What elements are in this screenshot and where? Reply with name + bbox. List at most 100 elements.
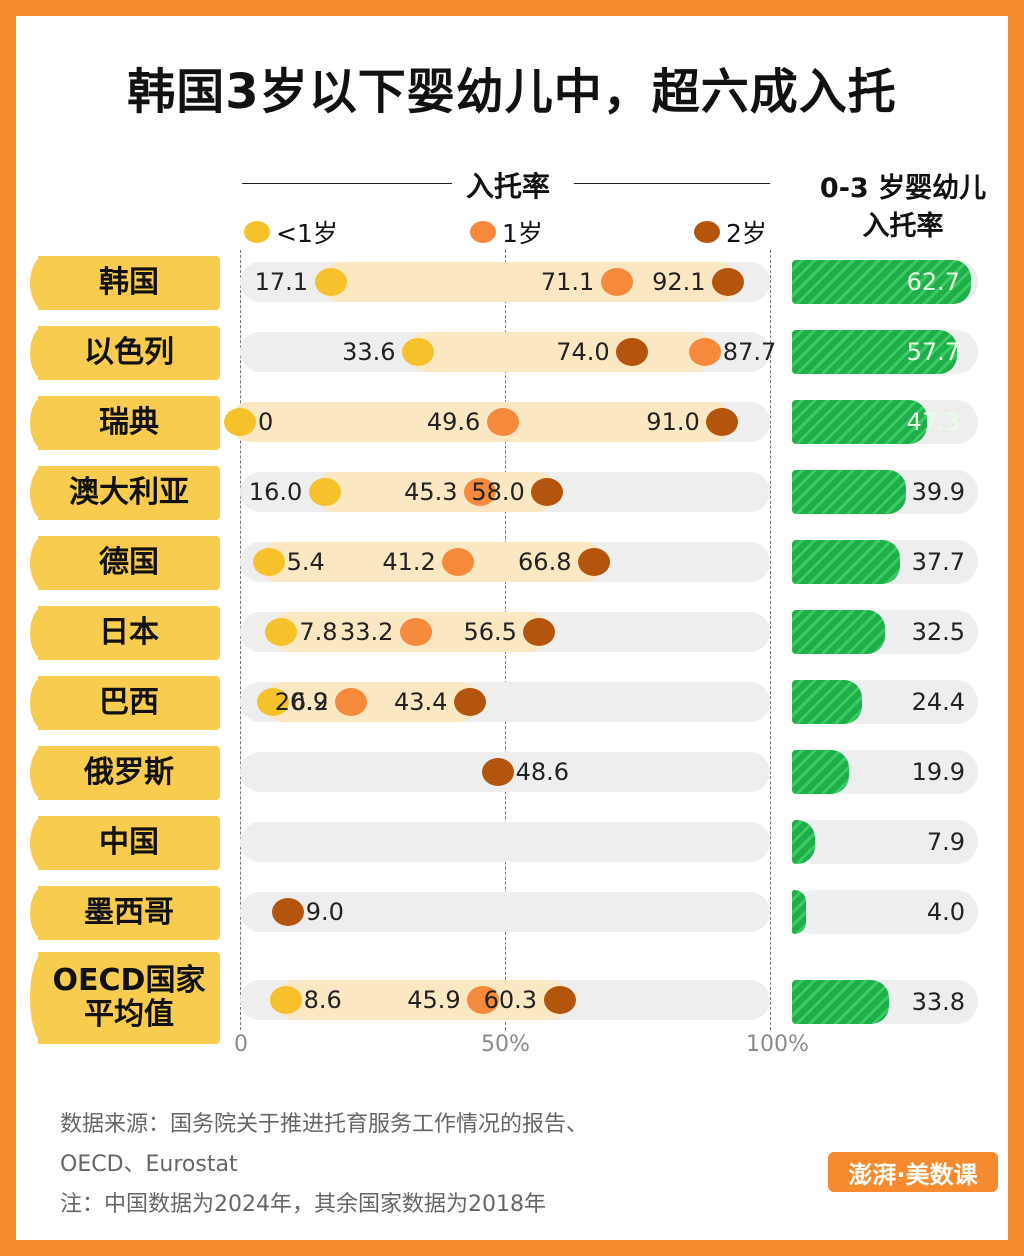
data-point bbox=[308, 478, 341, 506]
data-point bbox=[265, 618, 298, 646]
bar bbox=[792, 980, 889, 1024]
left-chart-header: 入托率 bbox=[466, 170, 551, 203]
data-label: 20.9 bbox=[274, 688, 329, 716]
country-label: 日本 bbox=[38, 606, 220, 660]
x-tick-label: 50% bbox=[481, 1032, 530, 1057]
country-label: 瑞典 bbox=[38, 396, 220, 450]
legend-under-1: <1岁 bbox=[244, 214, 338, 250]
data-point bbox=[271, 898, 304, 926]
data-label: 60.3 bbox=[483, 986, 538, 1014]
row-range bbox=[230, 402, 733, 442]
x-tick-label: 0 bbox=[234, 1032, 248, 1057]
data-label: 17.1 bbox=[254, 268, 309, 296]
bar-value-label: 19.9 bbox=[911, 758, 965, 786]
country-name: 日本 bbox=[99, 614, 159, 650]
country-name: 以色列 bbox=[84, 334, 174, 370]
bar bbox=[792, 470, 907, 514]
country-label: 韩国 bbox=[38, 256, 220, 310]
data-label: 49.6 bbox=[426, 408, 481, 436]
bar-value-label: 7.9 bbox=[926, 828, 965, 856]
data-point bbox=[600, 268, 633, 296]
data-label: 43.4 bbox=[394, 688, 448, 716]
data-point bbox=[334, 688, 367, 716]
data-point bbox=[523, 618, 556, 646]
page-title: 韩国3岁以下婴幼儿中，超六成入托 bbox=[127, 64, 897, 120]
data-label: 87.7 bbox=[722, 338, 777, 366]
bar bbox=[792, 750, 849, 794]
bar-value-label: 32.5 bbox=[911, 618, 965, 646]
legend-label-age-2: 2岁 bbox=[726, 219, 767, 248]
bar-value-label: 4.0 bbox=[926, 898, 965, 926]
data-label: 5.4 bbox=[286, 548, 325, 576]
country-label: 巴西 bbox=[38, 676, 220, 730]
data-point bbox=[616, 338, 649, 366]
data-label: 9.0 bbox=[305, 898, 344, 926]
data-point bbox=[531, 478, 564, 506]
legend-label-under-1: <1岁 bbox=[276, 219, 338, 248]
data-point bbox=[269, 986, 302, 1014]
bar-value-label: 33.8 bbox=[911, 988, 965, 1016]
data-point bbox=[224, 408, 256, 436]
bar bbox=[792, 260, 972, 304]
data-label: 74.0 bbox=[556, 338, 610, 366]
bar-track bbox=[792, 820, 978, 864]
country-label: 澳大利亚 bbox=[38, 466, 220, 520]
data-point bbox=[578, 548, 611, 576]
country-name: 墨西哥 bbox=[84, 894, 174, 930]
data-point bbox=[543, 986, 576, 1014]
right-chart-header-line2: 入托率 bbox=[862, 211, 944, 242]
data-label: 8.6 bbox=[303, 986, 342, 1014]
bar bbox=[792, 540, 900, 584]
data-point bbox=[314, 268, 347, 296]
bar bbox=[792, 400, 928, 444]
data-label: 58.0 bbox=[471, 478, 525, 506]
bar-value-label: 57.7 bbox=[906, 338, 960, 366]
data-label: 6.2 bbox=[290, 688, 330, 716]
legend-swatch-age-2 bbox=[694, 221, 720, 243]
source-note-line1: 数据来源：国务院关于推进托育服务工作情况的报告、 bbox=[60, 1112, 589, 1137]
data-label: 7.8 bbox=[299, 618, 338, 646]
bar-value-label: 37.7 bbox=[911, 548, 965, 576]
legend-age-2: 2岁 bbox=[694, 214, 767, 250]
data-point bbox=[454, 688, 487, 716]
legend-swatch-under-1 bbox=[244, 221, 270, 243]
brand-logo: 澎湃·美数课 bbox=[828, 1152, 998, 1192]
bar-value-label: 39.9 bbox=[911, 478, 965, 506]
data-label: 33.2 bbox=[339, 618, 394, 646]
data-point bbox=[688, 338, 721, 366]
data-point bbox=[481, 758, 514, 786]
data-point bbox=[442, 548, 475, 576]
country-label: 墨西哥 bbox=[38, 886, 220, 940]
bar bbox=[792, 330, 958, 374]
data-label: 0 bbox=[258, 408, 274, 436]
bar-track bbox=[792, 890, 978, 934]
row-range bbox=[320, 262, 739, 302]
data-label: 41.2 bbox=[382, 548, 436, 576]
data-label: 45.3 bbox=[404, 478, 458, 506]
country-name: 俄罗斯 bbox=[84, 754, 174, 790]
bar bbox=[792, 610, 885, 654]
data-label: 66.8 bbox=[518, 548, 572, 576]
country-label: OECD国家 平均值 bbox=[38, 952, 220, 1044]
data-point bbox=[486, 408, 519, 436]
row-range bbox=[258, 542, 605, 582]
country-label: 俄罗斯 bbox=[38, 746, 220, 800]
data-point bbox=[399, 618, 432, 646]
country-label: 中国 bbox=[38, 816, 220, 870]
country-label: 以色列 bbox=[38, 326, 220, 380]
data-label: 56.5 bbox=[463, 618, 517, 646]
row-range bbox=[262, 682, 481, 722]
legend-label-age-1: 1岁 bbox=[502, 219, 543, 248]
data-point bbox=[464, 478, 497, 506]
data-label: 48.6 bbox=[515, 758, 570, 786]
country-name: 巴西 bbox=[99, 684, 159, 720]
row-track bbox=[240, 822, 770, 862]
right-chart-header-line1: 0-3 岁婴幼儿 bbox=[819, 173, 987, 204]
bar bbox=[792, 680, 862, 724]
legend-age-1: 1岁 bbox=[470, 214, 543, 250]
data-point bbox=[252, 548, 285, 576]
country-name: 澳大利亚 bbox=[69, 474, 189, 510]
data-label: 45.9 bbox=[407, 986, 461, 1014]
data-label: 71.1 bbox=[540, 268, 595, 296]
country-name: 韩国 bbox=[99, 264, 159, 300]
